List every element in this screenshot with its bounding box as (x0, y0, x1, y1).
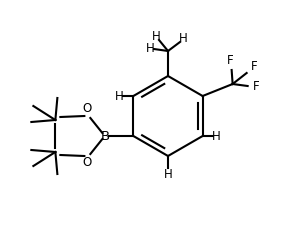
Text: O: O (83, 156, 92, 170)
Text: F: F (251, 60, 258, 72)
Text: F: F (227, 54, 234, 68)
Text: H: H (212, 130, 221, 142)
Text: B: B (101, 130, 110, 142)
Text: H: H (151, 30, 160, 43)
Text: F: F (253, 80, 260, 92)
Text: H: H (179, 32, 188, 45)
Text: H: H (163, 167, 172, 181)
Text: H: H (146, 42, 154, 55)
Text: H: H (115, 90, 124, 102)
Text: O: O (83, 102, 92, 115)
